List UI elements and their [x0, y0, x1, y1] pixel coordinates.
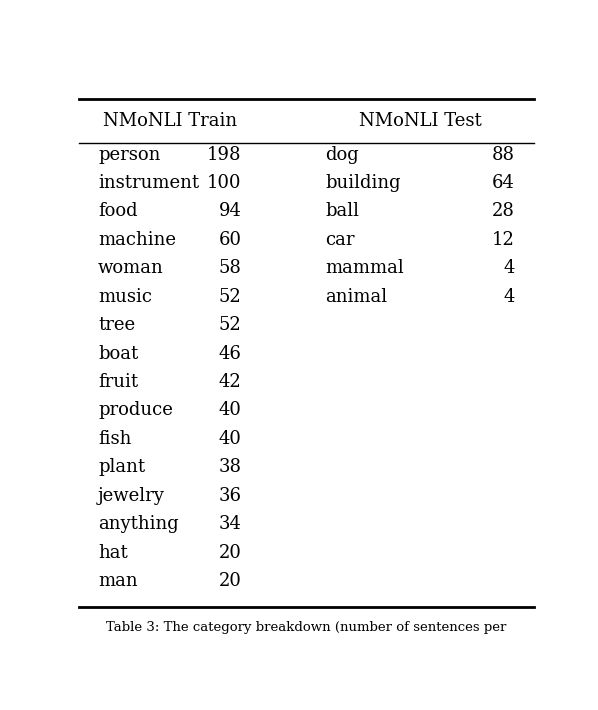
Text: produce: produce [98, 401, 173, 420]
Text: 40: 40 [219, 430, 242, 448]
Text: tree: tree [98, 316, 135, 334]
Text: 58: 58 [219, 259, 242, 278]
Text: plant: plant [98, 459, 145, 476]
Text: 28: 28 [492, 202, 515, 221]
Text: 36: 36 [219, 487, 242, 505]
Text: instrument: instrument [98, 174, 199, 192]
Text: 42: 42 [219, 373, 242, 391]
Text: NMoNLI Test: NMoNLI Test [359, 111, 481, 130]
Text: food: food [98, 202, 138, 221]
Text: car: car [325, 231, 355, 249]
Text: boat: boat [98, 344, 138, 363]
Text: 52: 52 [219, 288, 242, 306]
Text: animal: animal [325, 288, 387, 306]
Text: man: man [98, 572, 138, 590]
Text: 52: 52 [219, 316, 242, 334]
Text: Table 3: The category breakdown (number of sentences per: Table 3: The category breakdown (number … [106, 621, 507, 634]
Text: 40: 40 [219, 401, 242, 420]
Text: 60: 60 [219, 231, 242, 249]
Text: anything: anything [98, 515, 179, 533]
Text: 34: 34 [219, 515, 242, 533]
Text: jewelry: jewelry [98, 487, 165, 505]
Text: ball: ball [325, 202, 359, 221]
Text: mammal: mammal [325, 259, 404, 278]
Text: music: music [98, 288, 152, 306]
Text: fish: fish [98, 430, 132, 448]
Text: 100: 100 [207, 174, 242, 192]
Text: 46: 46 [219, 344, 242, 363]
Text: woman: woman [98, 259, 164, 278]
Text: 94: 94 [219, 202, 242, 221]
Text: 4: 4 [504, 259, 515, 278]
Text: 38: 38 [219, 459, 242, 476]
Text: hat: hat [98, 544, 127, 562]
Text: building: building [325, 174, 401, 192]
Text: 198: 198 [207, 146, 242, 163]
Text: person: person [98, 146, 160, 163]
Text: 88: 88 [492, 146, 515, 163]
Text: dog: dog [325, 146, 359, 163]
Text: 12: 12 [492, 231, 515, 249]
Text: NMoNLI Train: NMoNLI Train [103, 111, 237, 130]
Text: 4: 4 [504, 288, 515, 306]
Text: machine: machine [98, 231, 176, 249]
Text: 20: 20 [219, 572, 242, 590]
Text: fruit: fruit [98, 373, 138, 391]
Text: 20: 20 [219, 544, 242, 562]
Text: 64: 64 [492, 174, 515, 192]
